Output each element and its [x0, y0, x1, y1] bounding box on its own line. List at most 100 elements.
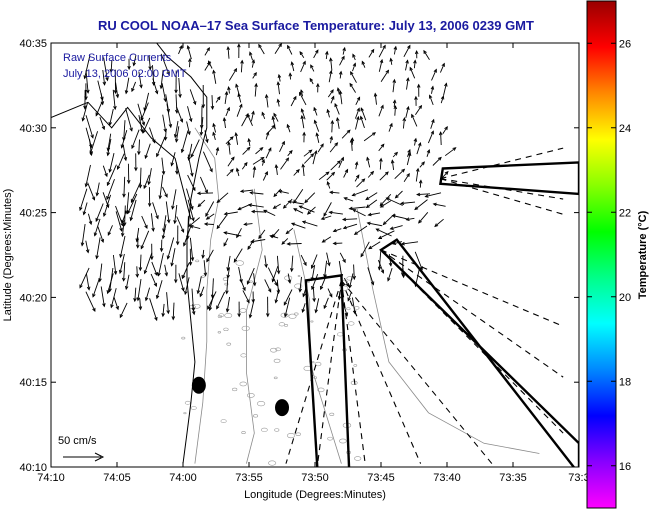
- x-tick-label: 73:40: [433, 472, 461, 484]
- isobath-speck: [239, 381, 247, 387]
- current-vector: [100, 286, 106, 308]
- colorbar-label: Temperature (°C): [637, 210, 649, 299]
- x-ticks: 74:10 74:05 74:00 73:55 73:50 73:45 73:40 73:35…: [37, 43, 590, 484]
- current-vector: [392, 78, 397, 93]
- current-vector: [290, 61, 295, 72]
- current-vector: [303, 153, 315, 164]
- current-vector: [320, 215, 332, 221]
- current-vector: [329, 57, 333, 71]
- colorbar-ticks: 26 24 22 20 18 16: [587, 38, 631, 473]
- y-tick-label: 40:35: [19, 38, 47, 50]
- current-vector: [81, 101, 89, 122]
- current-vector: [332, 241, 343, 246]
- current-vector: [276, 255, 281, 275]
- current-vector: [147, 187, 152, 208]
- current-vector: [336, 87, 341, 95]
- current-vector: [210, 95, 215, 111]
- current-vector: [310, 64, 315, 72]
- colorbar-tick-label: 22: [619, 207, 631, 219]
- current-vector: [246, 267, 255, 285]
- isobath-speck: [273, 358, 281, 363]
- current-vector: [138, 167, 143, 189]
- current-vector: [338, 156, 344, 168]
- isobath-speck: [249, 280, 253, 283]
- radar-box: [439, 161, 579, 196]
- current-vector: [438, 131, 443, 146]
- radar-beam: [317, 280, 342, 464]
- current-vector: [378, 104, 384, 117]
- current-vector: [162, 114, 168, 133]
- current-vector: [323, 202, 332, 217]
- current-vector: [85, 273, 91, 291]
- current-vector: [115, 82, 120, 99]
- current-vector: [166, 237, 175, 260]
- current-vector: [365, 192, 378, 201]
- current-vector: [171, 189, 177, 210]
- current-vector: [225, 106, 230, 117]
- isobath-speck: [224, 313, 233, 319]
- current-vector: [236, 228, 242, 239]
- current-vector: [188, 217, 200, 227]
- current-vector: [419, 161, 425, 168]
- current-vector: [290, 222, 306, 229]
- current-vector: [263, 209, 276, 217]
- current-vector: [287, 149, 293, 157]
- current-vector: [175, 94, 179, 114]
- radar-beam: [440, 178, 564, 200]
- current-vector: [99, 117, 106, 131]
- current-vector: [162, 186, 168, 198]
- current-vector: [205, 213, 215, 220]
- current-vector: [150, 273, 158, 288]
- current-vector: [409, 66, 416, 79]
- current-vector: [122, 176, 126, 198]
- current-vector: [252, 156, 265, 165]
- current-vector: [196, 276, 202, 295]
- current-vector: [187, 143, 193, 162]
- current-vector: [286, 123, 291, 133]
- y-tick-label: 40:20: [19, 292, 47, 304]
- current-vector: [418, 212, 429, 224]
- current-vector: [144, 143, 151, 160]
- current-vector: [428, 94, 434, 106]
- current-vector: [361, 60, 366, 68]
- current-vector: [242, 290, 250, 304]
- current-vector: [271, 115, 276, 130]
- x-tick-label: 73:3: [568, 472, 589, 484]
- current-vector: [115, 205, 124, 227]
- current-vector: [144, 287, 151, 302]
- current-vector: [178, 77, 182, 99]
- current-vector: [299, 51, 305, 58]
- current-vector: [113, 297, 119, 311]
- current-vector: [202, 151, 213, 173]
- current-vector: [287, 44, 293, 55]
- current-vector: [392, 151, 398, 158]
- current-vector: [215, 96, 221, 103]
- current-vector: [304, 192, 316, 204]
- station-marker: [191, 376, 206, 394]
- current-vector: [326, 108, 330, 118]
- isobath-speck: [288, 313, 297, 319]
- current-vector: [406, 77, 410, 90]
- current-vector: [405, 217, 415, 222]
- current-vector: [363, 132, 377, 142]
- current-vector: [377, 259, 385, 274]
- scale-vector: 50 cm/s: [58, 435, 105, 462]
- station-markers: [191, 376, 290, 417]
- current-vector: [249, 51, 254, 61]
- current-vector: [141, 215, 148, 230]
- current-vector: [300, 254, 307, 267]
- current-vector: [170, 248, 176, 267]
- isobath-speck: [241, 431, 246, 435]
- current-vector: [403, 44, 411, 58]
- current-vector: [366, 221, 383, 227]
- current-vector: [106, 164, 117, 187]
- current-vector: [325, 50, 329, 60]
- current-vector: [173, 264, 178, 284]
- current-vector: [174, 126, 180, 143]
- current-vector: [416, 83, 421, 97]
- isobath-line: [194, 127, 220, 464]
- current-vector: [264, 93, 269, 108]
- current-vector: [352, 53, 356, 61]
- current-vector: [265, 296, 270, 318]
